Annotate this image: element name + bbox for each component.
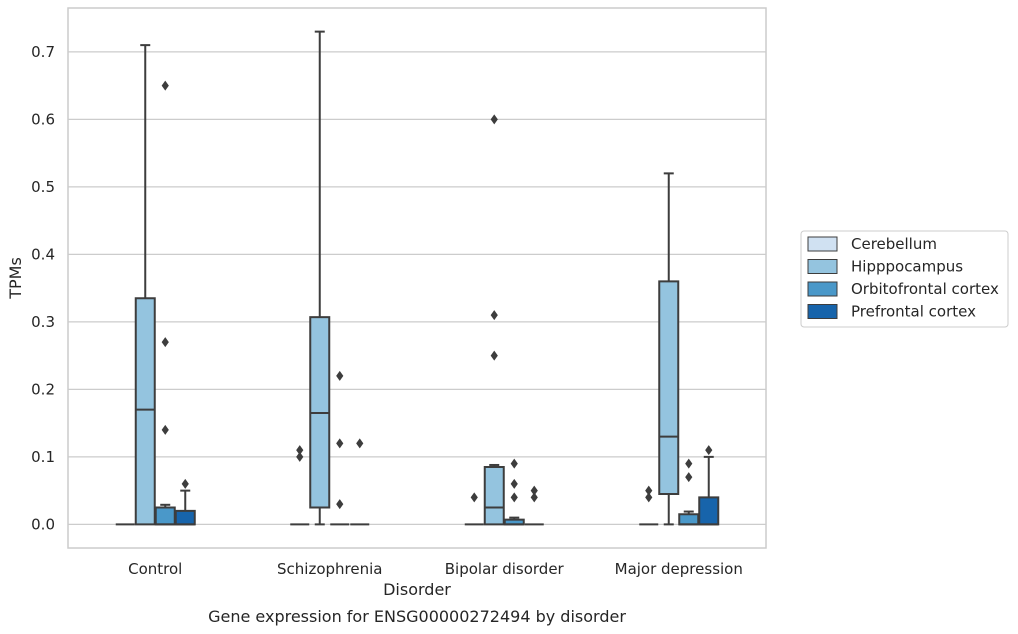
legend-frame xyxy=(800,230,1009,328)
legend-swatch xyxy=(807,236,838,252)
outlier-point xyxy=(490,114,498,125)
outlier-point xyxy=(181,478,189,489)
outlier-point xyxy=(705,445,713,456)
outlier-point xyxy=(490,310,498,321)
figure-caption: Gene expression for ENSG00000272494 by d… xyxy=(208,607,626,626)
x-tick-label: Major depression xyxy=(615,560,743,578)
outlier-point xyxy=(161,424,169,435)
outlier-point xyxy=(161,337,169,348)
outlier-point xyxy=(510,458,518,469)
outlier-point xyxy=(645,492,653,503)
legend-label: Hipppocampus xyxy=(851,258,963,276)
x-tick-label: Control xyxy=(128,560,182,578)
x-tick-label: Schizophrenia xyxy=(277,560,382,578)
box xyxy=(678,513,700,526)
plot-area xyxy=(68,8,766,548)
y-tick-label: 0.4 xyxy=(31,245,55,263)
box-group xyxy=(678,458,700,526)
outlier-point xyxy=(490,350,498,361)
outlier-point xyxy=(530,485,538,496)
y-tick-label: 0.0 xyxy=(31,515,55,533)
box-group xyxy=(134,44,156,526)
box-group xyxy=(698,445,720,526)
outlier-point xyxy=(685,458,693,469)
outlier-point xyxy=(530,492,538,503)
legend-swatch xyxy=(807,281,838,297)
outlier-point xyxy=(356,438,364,449)
box-group xyxy=(639,485,659,526)
outlier-point xyxy=(296,451,304,462)
outlier-point xyxy=(296,445,304,456)
outlier-point xyxy=(336,370,344,381)
outlier-point xyxy=(336,438,344,449)
outlier-point xyxy=(336,499,344,510)
y-tick-label: 0.3 xyxy=(31,313,55,331)
x-axis-label: Disorder xyxy=(383,580,451,599)
box-group xyxy=(350,438,370,526)
box xyxy=(154,506,176,526)
y-tick-labels: 0.0 0.1 0.2 0.3 0.4 0.5 0.6 0.7 xyxy=(31,43,55,534)
x-tick-labels: Control Schizophrenia Bipolar disorder Majo… xyxy=(128,560,743,578)
boxes-layer xyxy=(115,30,720,526)
outlier-point xyxy=(510,492,518,503)
y-tick-label: 0.7 xyxy=(31,43,55,61)
plot-frame xyxy=(67,7,767,549)
legend-label: Orbitofrontal cortex xyxy=(851,280,999,298)
box-group xyxy=(330,370,350,526)
outlier-point xyxy=(470,492,478,503)
legend-label: Cerebellum xyxy=(851,235,937,253)
y-tick-label: 0.1 xyxy=(31,448,55,466)
y-tick-label: 0.6 xyxy=(31,110,55,128)
y-axis-label: TPMs xyxy=(6,257,25,300)
outlier-point xyxy=(645,485,653,496)
box-group xyxy=(290,445,310,526)
box-group xyxy=(658,172,680,526)
box-group xyxy=(503,458,525,526)
box xyxy=(174,509,196,526)
y-tick-label: 0.2 xyxy=(31,380,55,398)
legend-label: Prefrontal cortex xyxy=(851,303,976,321)
x-tick-label: Bipolar disorder xyxy=(445,560,565,578)
box xyxy=(134,297,156,526)
box-group xyxy=(309,30,331,526)
y-tick-label: 0.5 xyxy=(31,178,55,196)
box-group xyxy=(464,492,484,526)
legend-swatch xyxy=(807,259,838,274)
legend-swatch xyxy=(807,304,838,319)
box xyxy=(658,280,680,495)
box xyxy=(698,496,720,526)
box-group xyxy=(524,485,544,526)
box-group xyxy=(174,478,196,526)
box xyxy=(483,466,505,526)
legend: Cerebellum Hipppocampus Orbitofrontal cort… xyxy=(800,230,1009,328)
outlier-point xyxy=(510,478,518,489)
outlier-point xyxy=(685,472,693,483)
box-group xyxy=(483,114,505,526)
outlier-point xyxy=(161,80,169,91)
